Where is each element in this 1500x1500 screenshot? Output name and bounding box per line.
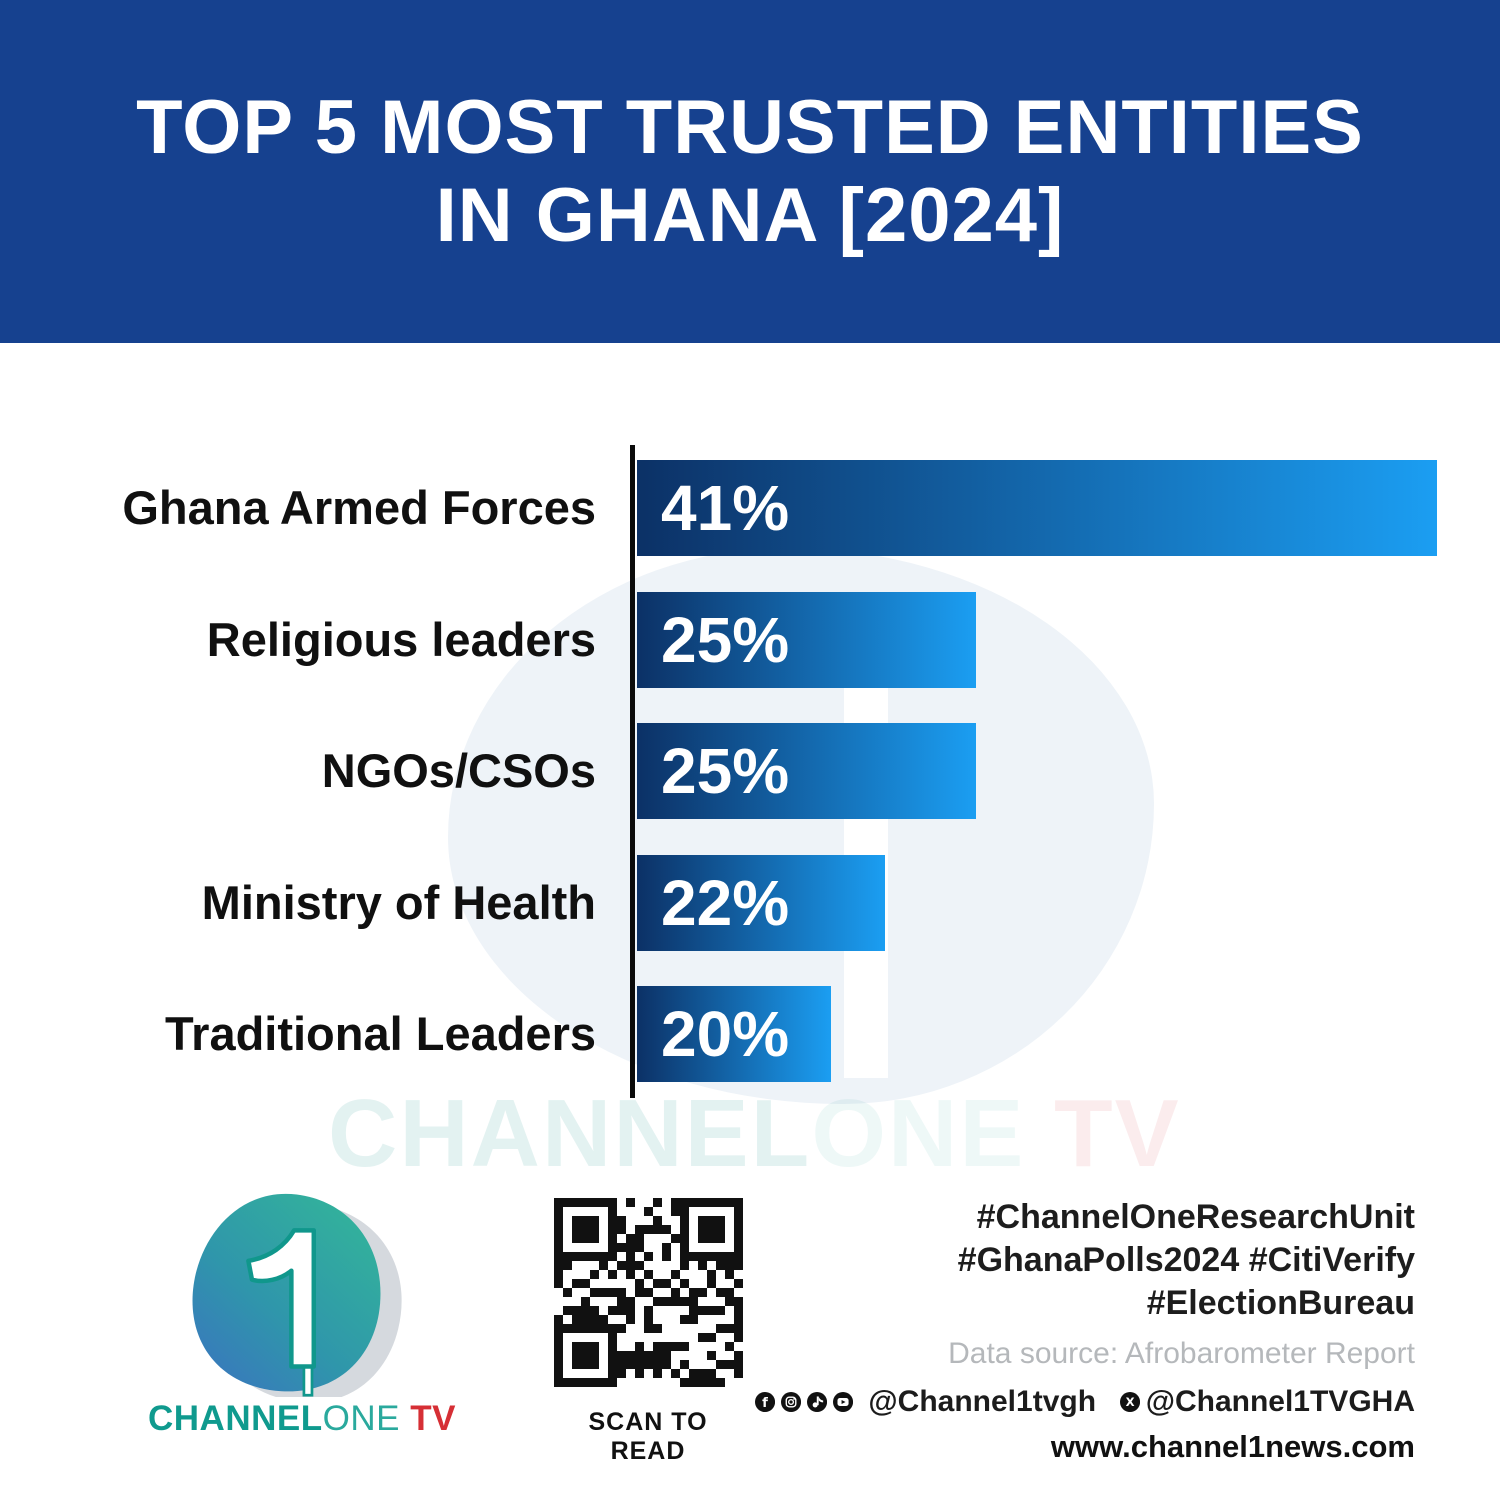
trust-bar-chart: Ghana Armed Forces 41% Religious leaders 25…	[0, 440, 1500, 1100]
bar-value-label: 25%	[661, 604, 790, 676]
watermark-channel-text: CHANNEL	[328, 1080, 812, 1187]
watermark-one-text: ONE	[811, 1080, 1026, 1187]
social-handle-primary: @Channel1tvgh	[868, 1385, 1097, 1418]
data-source-label: Data source: Afrobarometer Report	[948, 1337, 1415, 1370]
logo-wordmark-one: ONE	[322, 1399, 400, 1438]
page-title-line2: IN GHANA [2024]	[435, 172, 1065, 258]
qr-code-block: SCAN TO READ	[552, 1198, 744, 1466]
category-label: Traditional Leaders	[165, 1007, 596, 1060]
bar-value-label: 20%	[661, 998, 790, 1070]
facebook-icon: f	[755, 1391, 776, 1413]
hashtag-line: #ElectionBureau	[1146, 1284, 1415, 1322]
hashtags: #ChannelOneResearchUnit #GhanaPolls2024 #…	[755, 1196, 1415, 1325]
page-title-line1: TOP 5 MOST TRUSTED ENTITIES	[136, 84, 1364, 170]
bar: 20%	[637, 986, 831, 1082]
watermark-wordmark: CHANNELONE TV	[328, 1086, 1181, 1182]
category-label: Religious leaders	[206, 613, 596, 666]
youtube-icon	[833, 1391, 854, 1413]
bar: 25%	[637, 723, 976, 819]
header-banner: TOP 5 MOST TRUSTED ENTITIES IN GHANA [20…	[0, 0, 1500, 343]
footer-info: #ChannelOneResearchUnit #GhanaPolls2024 #…	[755, 1196, 1415, 1465]
logo-main-pebble	[192, 1193, 381, 1392]
category-label: Ghana Armed Forces	[122, 481, 596, 534]
logo-wordmark-tv: TV	[410, 1399, 456, 1438]
category-label: NGOs/CSOs	[321, 744, 596, 797]
instagram-icon	[781, 1391, 802, 1413]
qr-code	[553, 1198, 743, 1387]
category-label: Ministry of Health	[201, 876, 596, 929]
website-url: www.channel1news.com	[1050, 1429, 1415, 1464]
hashtag-line: #GhanaPolls2024 #CitiVerify	[957, 1241, 1415, 1279]
bar: 41%	[637, 460, 1437, 556]
svg-text:f: f	[762, 1396, 768, 1411]
logo-one-glyph	[246, 1228, 317, 1369]
bar-value-label: 41%	[661, 472, 790, 544]
hashtag-line: #ChannelOneResearchUnit	[976, 1198, 1415, 1236]
qr-caption: SCAN TO READ	[588, 1408, 708, 1465]
watermark-tv-text: TV	[1054, 1080, 1181, 1187]
logo-wordmark-channel: CHANNEL	[148, 1399, 323, 1438]
bar-value-label: 25%	[661, 735, 790, 807]
x-icon: X	[1119, 1391, 1140, 1413]
svg-text:X: X	[1125, 1395, 1134, 1409]
channel-one-logo-mark	[192, 1193, 402, 1397]
bar-value-label: 22%	[661, 867, 790, 939]
social-row: f @Channel1tvgh	[755, 1383, 1415, 1421]
logo-wordmark: CHANNELONE TV	[148, 1399, 458, 1439]
tiktok-icon	[807, 1391, 828, 1413]
bar: 25%	[637, 592, 976, 688]
social-handle-x: @Channel1TVGHA	[1145, 1385, 1415, 1418]
channel-one-logo: CHANNELONE TV	[148, 1182, 458, 1439]
bar: 22%	[637, 855, 885, 951]
chart-axis-line	[630, 445, 635, 1098]
